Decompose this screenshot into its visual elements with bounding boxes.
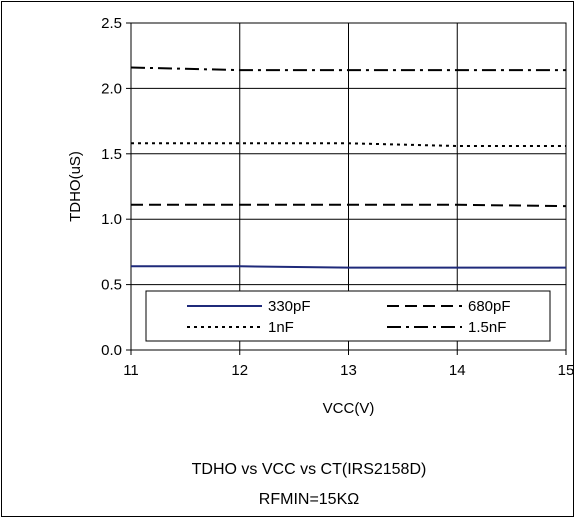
legend: 330pF 680pF 1nF 1.5nF — [145, 290, 551, 342]
x-tick-label: 12 — [231, 362, 248, 379]
chart-title: TDHO vs VCC vs CT(IRS2158D) — [192, 461, 427, 478]
series-layer — [130, 66, 567, 269]
legend-label: 1nF — [268, 319, 294, 336]
legend-label: 1.5nF — [468, 319, 506, 336]
y-tick-label: 0.0 — [101, 342, 122, 359]
series-line-330pf — [131, 265, 566, 269]
y-tick-label: 0.5 — [101, 277, 122, 294]
x-tick-label: 13 — [340, 362, 357, 379]
legend-box — [145, 290, 551, 342]
y-tick-label: 2.5 — [101, 15, 122, 32]
y-tick-label: 1.5 — [101, 146, 122, 163]
x-tick-label: 15 — [558, 362, 575, 379]
tick-labels: 11 12 13 14 15 0.0 0.5 1.0 1.5 2.0 2.5 — [101, 15, 574, 379]
y-axis-label: TDHO(uS) — [67, 151, 84, 222]
x-tick-label: 11 — [123, 362, 139, 379]
chart-subtitle: RFMIN=15KΩ — [259, 491, 359, 508]
x-axis-label: VCC(V) — [323, 400, 375, 417]
legend-label: 680pF — [468, 298, 511, 315]
x-tick-label: 14 — [449, 362, 466, 379]
y-tick-label: 1.0 — [101, 211, 122, 228]
series-line-1-5nf — [130, 66, 566, 72]
legend-label: 330pF — [268, 298, 311, 315]
y-tick-label: 2.0 — [101, 80, 122, 97]
series-line-1nf — [131, 142, 566, 147]
series-line-680pf — [131, 203, 567, 208]
